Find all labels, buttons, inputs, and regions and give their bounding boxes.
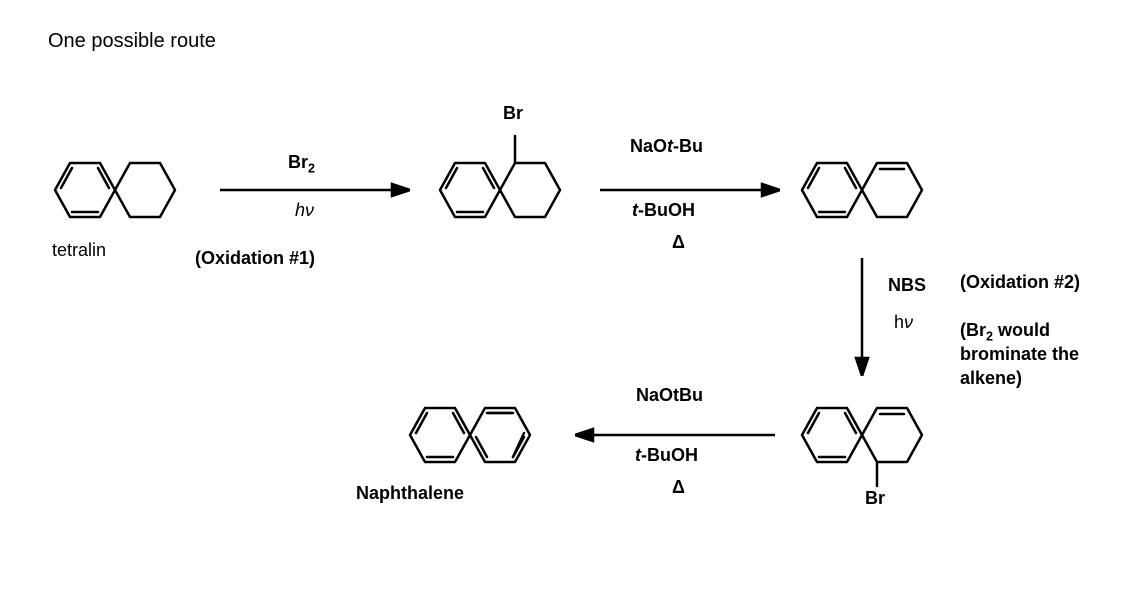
condition-delta-2: Δ xyxy=(672,477,685,498)
bromo-dihydronaphthalene-structure xyxy=(792,400,932,500)
tetralin-structure xyxy=(45,155,185,225)
reagent-nbs: NBS xyxy=(888,275,926,296)
reagent-br2: Br2 xyxy=(288,152,315,176)
tetralin-label: tetralin xyxy=(52,240,106,261)
reagent-naotbu-2: NaOtBu xyxy=(636,385,703,406)
solvent-tbuoh-2: t-BuOH xyxy=(635,445,698,466)
br-label-2: Br xyxy=(865,488,885,509)
naphthalene-label: Naphthalene xyxy=(356,483,464,504)
naphthalene-structure xyxy=(400,400,540,470)
br-label-1: Br xyxy=(503,103,523,124)
solvent-tbuoh-1: t-BuOH xyxy=(632,200,695,221)
bromo-tetralin-structure xyxy=(430,108,570,228)
condition-delta-1: Δ xyxy=(672,232,685,253)
oxidation-1-label: (Oxidation #1) xyxy=(195,248,315,269)
reaction-arrow-3 xyxy=(852,258,872,376)
note-line-2: brominate the xyxy=(960,344,1079,365)
reaction-arrow-1 xyxy=(220,180,410,200)
reaction-arrow-4 xyxy=(575,425,775,445)
dihydronaphthalene-structure xyxy=(792,155,932,225)
oxidation-2-label: (Oxidation #2) xyxy=(960,272,1080,293)
condition-hv-2: hν xyxy=(894,312,913,333)
note-line-1: (Br2 would xyxy=(960,320,1050,344)
reagent-naotbu-1: NaOt-Bu xyxy=(630,136,703,157)
page-title: One possible route xyxy=(48,30,216,53)
condition-hv-1: hν xyxy=(295,200,314,221)
reaction-arrow-2 xyxy=(600,180,780,200)
note-line-3: alkene) xyxy=(960,368,1022,389)
